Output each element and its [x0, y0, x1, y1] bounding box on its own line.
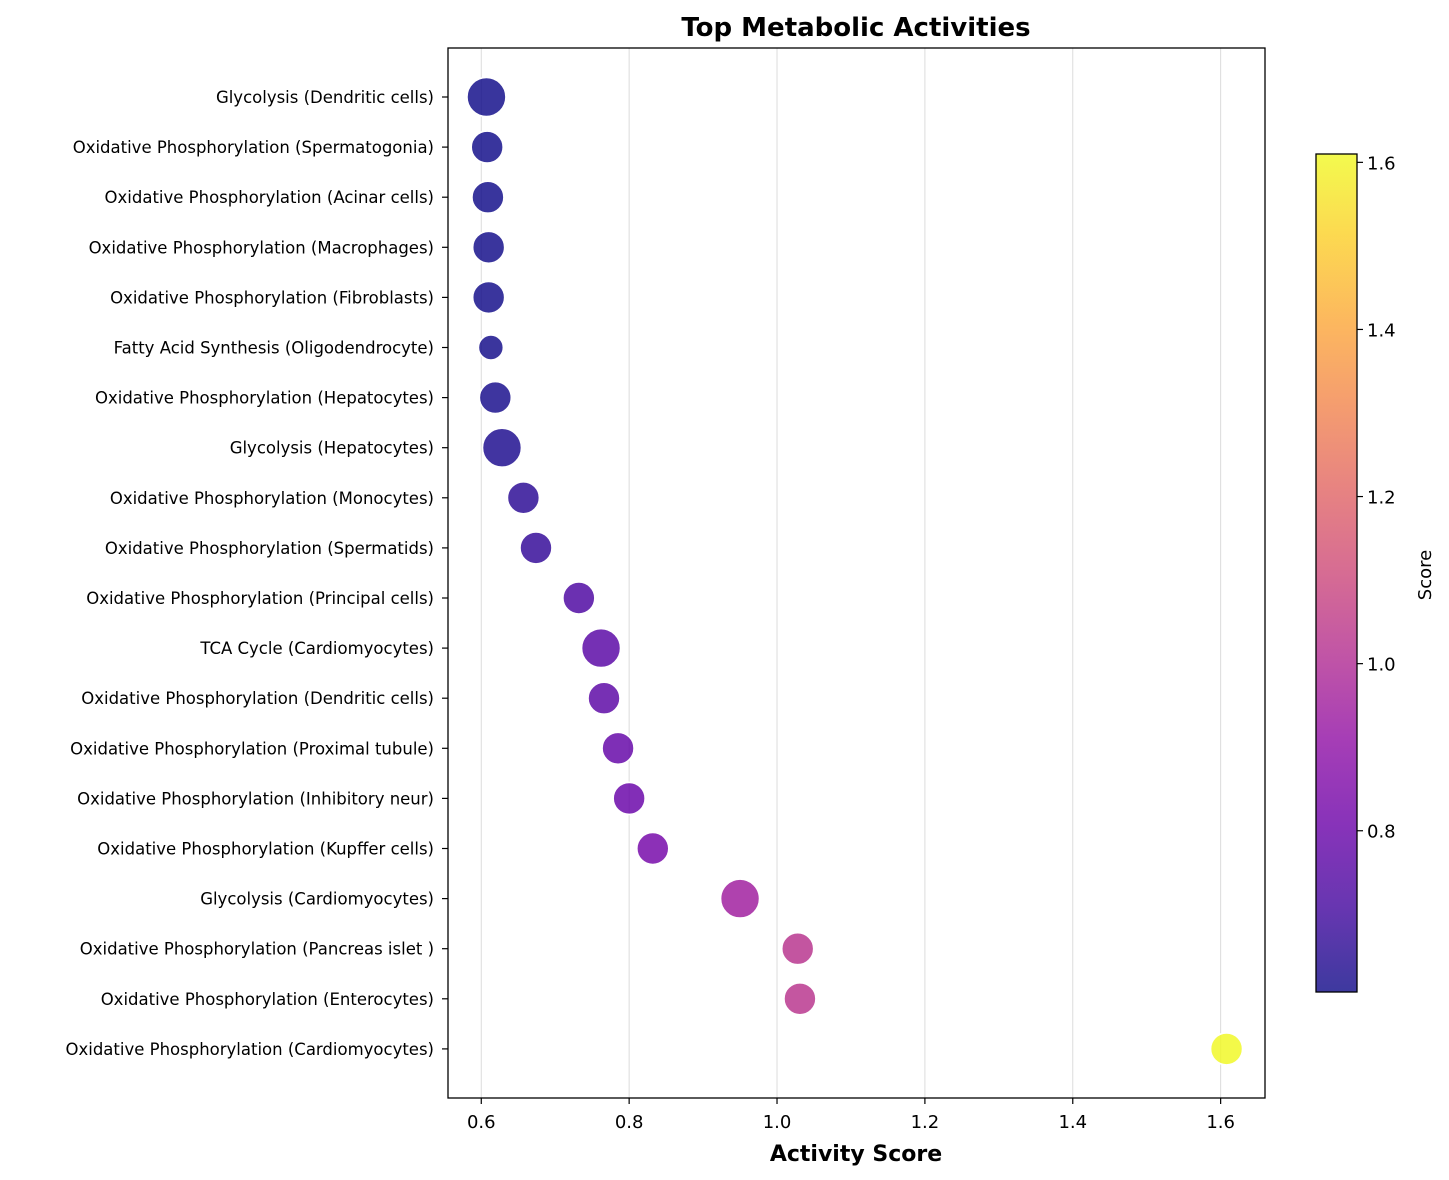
data-point	[519, 531, 553, 565]
x-tick-label: 1.6	[1206, 1112, 1235, 1133]
y-tick-label: Oxidative Phosphorylation (Principal cel…	[86, 589, 434, 608]
data-point	[719, 878, 761, 919]
data-point	[562, 581, 596, 615]
data-point	[636, 831, 670, 866]
x-axis-label: Activity Score	[770, 1142, 942, 1167]
y-tick-label: Oxidative Phosphorylation (Fibroblasts)	[110, 288, 434, 307]
data-point	[1209, 1032, 1244, 1066]
data-point	[478, 380, 513, 415]
y-tick-label: Glycolysis (Cardiomyocytes)	[200, 890, 434, 909]
plot-frame	[447, 47, 1266, 1099]
data-point	[612, 781, 646, 816]
chart-title: Top Metabolic Activities	[681, 13, 1030, 43]
y-tick-label: Glycolysis (Dendritic cells)	[216, 88, 434, 107]
y-tick-label: Oxidative Phosphorylation (Hepatocytes)	[95, 389, 434, 408]
data-point	[466, 76, 507, 118]
colorbar-tick-label: 1.4	[1367, 320, 1396, 341]
y-axis: Glycolysis (Dendritic cells) Oxidative Ph…	[66, 88, 448, 1059]
data-point	[587, 681, 621, 716]
y-tick-label: Oxidative Phosphorylation (Macrophages)	[89, 238, 434, 257]
x-tick-label: 1.4	[1058, 1112, 1087, 1133]
data-point	[471, 230, 506, 265]
data-point	[506, 480, 541, 515]
colorbar-gradient	[1316, 154, 1357, 992]
colorbar-tick-label: 1.0	[1367, 655, 1396, 676]
y-tick-label: Oxidative Phosphorylation (Enterocytes)	[101, 990, 434, 1009]
data-point	[780, 931, 815, 966]
data-points	[466, 76, 1244, 1066]
y-tick-label: Oxidative Phosphorylation (Inhibitory ne…	[77, 789, 434, 808]
colorbar-title: Score	[1415, 550, 1436, 600]
data-point	[601, 731, 635, 766]
colorbar-tick-label: 1.6	[1367, 153, 1396, 174]
x-tick-label: 1.0	[763, 1112, 792, 1133]
colorbar-frame	[1315, 153, 1358, 993]
data-point	[470, 130, 504, 164]
y-tick-label: Oxidative Phosphorylation (Acinar cells)	[105, 188, 434, 207]
x-axis: 0.6 0.8 1.0 1.2 1.4 1.6	[467, 1098, 1235, 1133]
data-point	[471, 280, 506, 315]
y-tick-label: Oxidative Phosphorylation (Proximal tubu…	[70, 739, 434, 758]
x-tick-label: 0.6	[467, 1112, 496, 1133]
y-tick-label: Oxidative Phosphorylation (Spermatogonia…	[73, 138, 434, 157]
colorbar-tick-label: 1.2	[1367, 488, 1396, 509]
y-tick-label: Oxidative Phosphorylation (Dendritic cel…	[81, 689, 434, 708]
data-point	[783, 981, 817, 1016]
y-tick-label: Glycolysis (Hepatocytes)	[230, 439, 434, 458]
y-tick-label: Oxidative Phosphorylation (Cardiomyocyte…	[66, 1040, 435, 1059]
y-tick-label: Oxidative Phosphorylation (Kupffer cells…	[97, 840, 434, 859]
data-point	[477, 334, 505, 361]
y-tick-label: TCA Cycle (Cardiomyocytes)	[199, 639, 434, 658]
y-tick-label: Oxidative Phosphorylation (Monocytes)	[110, 489, 434, 508]
y-tick-label: Fatty Acid Synthesis (Oligodendrocyte)	[114, 339, 434, 358]
colorbar-ticks: 0.8 1.0 1.2 1.4 1.6	[1357, 153, 1396, 843]
data-point	[481, 427, 523, 469]
x-gridlines	[480, 48, 1222, 1098]
x-tick-label: 1.2	[911, 1112, 940, 1133]
y-tick-label: Oxidative Phosphorylation (Spermatids)	[105, 539, 434, 558]
data-point	[471, 180, 505, 214]
x-tick-label: 0.8	[615, 1112, 644, 1133]
y-tick-label: Oxidative Phosphorylation (Pancreas isle…	[80, 940, 434, 959]
colorbar: 0.8 1.0 1.2 1.4 1.6 Score	[1315, 153, 1436, 993]
colorbar-tick-label: 0.8	[1367, 822, 1396, 843]
data-point	[580, 627, 622, 669]
